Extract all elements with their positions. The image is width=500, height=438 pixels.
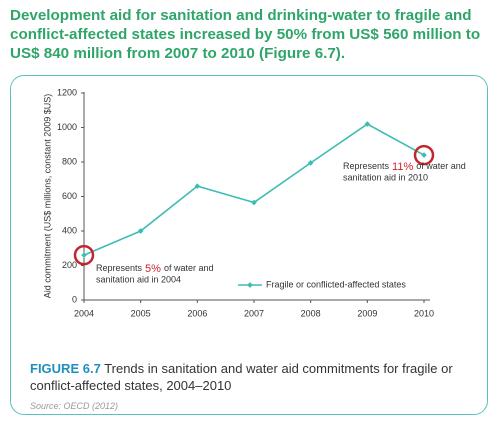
legend-label: Fragile or conflicted-affected states (266, 279, 406, 289)
y-tick-label: 1200 (57, 87, 77, 97)
x-tick-label: 2010 (414, 308, 434, 318)
y-axis-label: Aid commitment (US$ millions, constant 2… (42, 94, 52, 299)
annotation-text: Represents (96, 263, 143, 273)
y-tick-label: 600 (62, 191, 77, 201)
annotation-highlight: 5% (145, 263, 161, 275)
source: Source: OECD (2012) (30, 401, 119, 411)
point (364, 121, 371, 127)
annotation: Represents 5% of water and (96, 263, 213, 275)
annotation-text: Represents (343, 161, 390, 171)
legend-marker (247, 282, 253, 288)
series-line (83, 123, 425, 256)
annotation-highlight: 11% (392, 161, 413, 173)
annotation: sanitation aid in 2010 (343, 172, 428, 182)
point (251, 199, 257, 206)
annotation: Represents 11% of water and (343, 161, 466, 173)
point (307, 160, 314, 166)
x-tick-label: 2007 (244, 308, 264, 318)
heading: Development aid for sanitation and drink… (10, 6, 495, 63)
point (137, 228, 144, 234)
x-tick-label: 2005 (131, 308, 151, 318)
x-tick-label: 2009 (357, 308, 377, 318)
point (421, 152, 427, 158)
heading-line: US$ 840 million from 2007 to 2010 (Figur… (10, 45, 346, 62)
y-tick-label: 1000 (57, 122, 77, 132)
caption: FIGURE 6.7 Trends in sanitation and wate… (30, 360, 470, 394)
annotation-text: of water and (164, 263, 214, 273)
heading-line: Development aid for sanitation and drink… (10, 7, 472, 24)
y-tick-label: 800 (62, 156, 77, 166)
y-tick-label: 400 (62, 225, 77, 235)
x-tick-label: 2004 (74, 308, 94, 318)
highlight-ring (73, 244, 95, 266)
caption-text: Trends in sanitation and water aid commi… (30, 361, 453, 393)
y-tick-label: 0 (72, 294, 77, 304)
x-tick-label: 2008 (301, 308, 321, 318)
highlight-ring (413, 144, 435, 166)
y-tick-label: 200 (62, 260, 77, 270)
annotation: sanitation aid in 2004 (96, 274, 181, 284)
annotation-text: of water and (416, 161, 466, 171)
point (81, 252, 87, 258)
figure-box (10, 75, 488, 415)
point (194, 183, 201, 189)
caption-label: FIGURE 6.7 (30, 361, 101, 376)
heading-line: conflict-affected states increased by 50… (10, 26, 481, 43)
x-tick-label: 2006 (187, 308, 207, 318)
